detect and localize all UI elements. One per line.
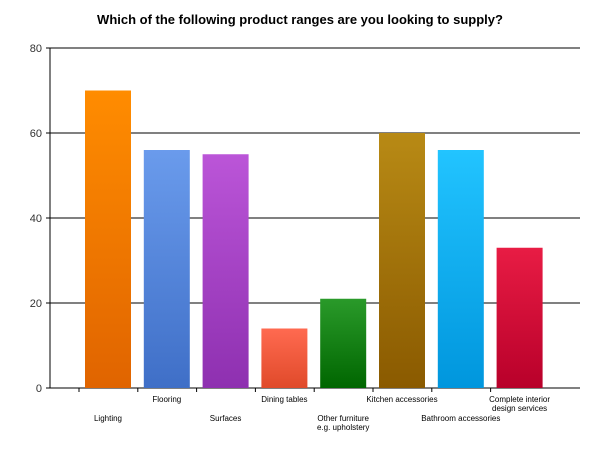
y-tick-label: 20 — [30, 298, 42, 310]
bars — [85, 90, 543, 388]
x-category-label: Lighting — [94, 414, 122, 423]
y-axis-tick-labels: 0 20 40 60 80 — [30, 43, 42, 395]
bar-complete-interior-design-services — [496, 247, 543, 388]
y-tick-label: 60 — [30, 128, 42, 140]
bar-lighting — [85, 90, 131, 388]
x-category-label: Complete interior design services — [489, 395, 550, 413]
bar-flooring — [143, 150, 190, 388]
x-category-label: Dining tables — [261, 395, 307, 404]
bar-kitchen-accessories — [379, 133, 425, 388]
x-category-label: Other furniture e.g. upholstery — [317, 414, 370, 432]
bar-surfaces — [202, 154, 249, 388]
axes — [46, 47, 580, 392]
x-category-label: Bathroom accessories — [421, 414, 500, 423]
bar-bathroom-accessories — [437, 150, 484, 388]
x-category-label: Flooring — [152, 395, 181, 404]
gridlines — [50, 47, 580, 304]
x-category-label: Kitchen accessories — [366, 395, 437, 404]
bar-dining-tables — [261, 328, 308, 388]
chart-title: Which of the following product ranges ar… — [97, 12, 503, 27]
bar-other-furniture-e-g-upholstery — [320, 298, 367, 388]
x-axis-category-labels: Lighting Flooring Surfaces Dining tables Oth… — [94, 395, 550, 432]
y-tick-label: 0 — [36, 383, 42, 395]
x-category-label: Surfaces — [210, 414, 242, 423]
y-tick-label: 40 — [30, 213, 42, 225]
y-tick-label: 80 — [30, 43, 42, 55]
